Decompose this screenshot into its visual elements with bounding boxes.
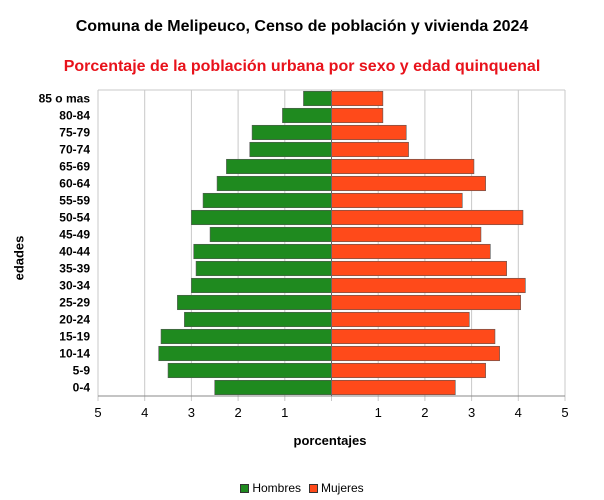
y-tick-label: 50-54 (59, 211, 90, 225)
bar-mujeres (331, 328, 496, 345)
y-tick-label: 60-64 (59, 177, 90, 191)
bar-hombres (167, 362, 332, 379)
bar-hombres (251, 124, 332, 141)
y-tick-label: 20-24 (59, 313, 90, 327)
x-tick-label: 5 (561, 405, 568, 420)
legend: Hombres Mujeres (0, 481, 604, 495)
bar-mujeres (331, 277, 526, 294)
bar-hombres (193, 243, 332, 260)
chart-subtitle: Porcentaje de la población urbana por se… (63, 58, 541, 75)
y-tick-label: 35-39 (59, 262, 90, 276)
y-tick-label: 65-69 (59, 160, 90, 174)
x-tick-label: 1 (375, 405, 382, 420)
bar-hombres (202, 192, 332, 209)
bar-hombres (184, 311, 332, 328)
bar-hombres (214, 379, 332, 396)
bar-mujeres (331, 226, 482, 243)
y-tick-label: 80-84 (59, 109, 90, 123)
y-tick-label: 45-49 (59, 228, 90, 242)
chart-title: Comuna de Melipeuco, Censo de población … (75, 18, 529, 35)
bar-mujeres (331, 311, 470, 328)
bar-hombres (160, 328, 332, 345)
bar-mujeres (331, 107, 384, 124)
bar-mujeres (331, 379, 456, 396)
bar-hombres (195, 260, 332, 277)
bar-mujeres (331, 90, 384, 107)
bar-hombres (191, 277, 332, 294)
bar-mujeres (331, 141, 409, 158)
x-tick-label: 3 (468, 405, 475, 420)
bar-hombres (209, 226, 332, 243)
legend-item-mujeres: Mujeres (309, 481, 364, 495)
y-tick-label: 30-34 (59, 279, 90, 293)
bar-mujeres (331, 192, 463, 209)
bar-hombres (249, 141, 332, 158)
legend-swatch-mujeres (309, 483, 318, 493)
x-tick-label: 1 (281, 405, 288, 420)
bar-hombres (282, 107, 332, 124)
y-tick-label: 55-59 (59, 194, 90, 208)
bar-hombres (303, 90, 332, 107)
legend-swatch-hombres (240, 483, 250, 493)
bar-mujeres (331, 294, 521, 311)
x-axis-label: porcentajes (293, 433, 367, 448)
bar-mujeres (331, 362, 486, 379)
bar-mujeres (331, 158, 475, 175)
population-pyramid: 5 4 3 2 1 1 2 3 4 5 85 o mas 80-84 75-79 70-74 65-69 60… (39, 89, 569, 420)
legend-label-hombres: Hombres (252, 481, 301, 495)
bar-hombres (216, 175, 332, 192)
legend-label-mujeres: Mujeres (321, 481, 364, 495)
bar-mujeres (331, 260, 507, 277)
x-tick-label: 2 (421, 405, 428, 420)
y-tick-label: 0-4 (73, 381, 91, 395)
y-tick-label: 15-19 (59, 330, 90, 344)
x-tick-label: 4 (141, 405, 148, 420)
x-tick-label: 2 (234, 405, 241, 420)
y-tick-label: 5-9 (73, 364, 91, 378)
bar-hombres (177, 294, 332, 311)
bar-mujeres (331, 175, 486, 192)
bar-mujeres (331, 243, 491, 260)
bar-hombres (191, 209, 332, 226)
y-tick-label: 40-44 (59, 245, 90, 259)
bar-hombres (226, 158, 332, 175)
bar-mujeres (331, 124, 407, 141)
x-tick-label: 3 (188, 405, 195, 420)
y-tick-label: 85 o mas (39, 92, 91, 106)
y-tick-label: 25-29 (59, 296, 90, 310)
bar-hombres (158, 345, 332, 362)
bar-mujeres (331, 209, 524, 226)
legend-item-hombres: Hombres (240, 481, 301, 495)
y-tick-label: 75-79 (59, 126, 90, 140)
bar-mujeres (331, 345, 500, 362)
x-tick-label: 5 (94, 405, 101, 420)
y-tick-label: 70-74 (59, 143, 90, 157)
y-tick-label: 10-14 (59, 347, 90, 361)
x-tick-label: 4 (515, 405, 522, 420)
